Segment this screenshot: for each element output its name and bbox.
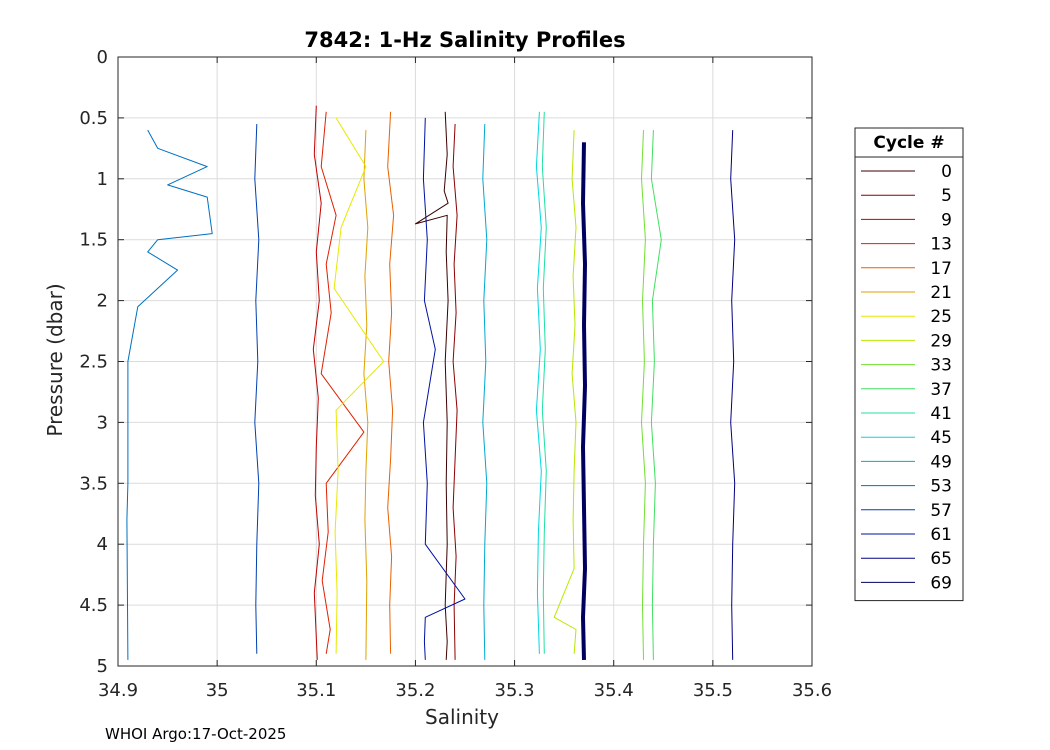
legend-entry-label: 49: [930, 452, 952, 472]
series-line-cycle-49: [482, 123, 488, 660]
series-line-cycle-69: [581, 142, 587, 660]
series-line-cycle-45: [535, 111, 542, 654]
y-tick-label: 2: [97, 291, 108, 312]
legend-entry-label: 29: [930, 331, 952, 351]
y-tick-label: 1: [97, 169, 108, 190]
legend-entry-label: 0: [941, 162, 952, 182]
legend-entry-label: 33: [930, 356, 952, 376]
series-line-cycle-25: [333, 117, 385, 654]
legend-entry-label: 25: [930, 307, 952, 327]
legend-entry-label: 9: [941, 210, 952, 230]
y-tick-label: 3: [97, 412, 108, 433]
x-tick-label: 35.5: [693, 680, 733, 701]
series-line-cycle-5: [452, 123, 458, 660]
series-line-cycle-53: [126, 129, 213, 660]
y-axis-label: Pressure (dbar): [43, 283, 67, 436]
legend-entry-label: 5: [941, 186, 952, 206]
legend-title: Cycle #: [873, 133, 944, 153]
data-series: [126, 105, 736, 660]
legend-entry-label: 57: [930, 501, 952, 521]
legend-entry-label: 37: [930, 380, 952, 400]
x-axis-label: Salinity: [425, 705, 499, 729]
y-tick-label: 2.5: [79, 352, 108, 373]
x-tick-label: 35.3: [495, 680, 535, 701]
y-axis-ticks: 0 0.5 1 1.5 2 2.5 3 3.5 4 4.5 5: [79, 47, 812, 677]
legend-entry-label: 41: [930, 404, 952, 424]
series-line-cycle-0: [414, 111, 449, 660]
series-line-cycle-21: [363, 130, 369, 660]
series-line-cycle-9: [312, 105, 322, 660]
series-line-cycle-41: [541, 111, 547, 654]
y-tick-label: 0: [97, 47, 108, 68]
series-line-cycle-29: [553, 130, 577, 654]
series-line-cycle-37: [650, 130, 662, 660]
legend-entry-label: 21: [930, 283, 952, 303]
y-tick-label: 4.5: [79, 595, 108, 616]
legend-entry-label: 61: [930, 525, 952, 545]
series-line-cycle-13: [320, 111, 365, 654]
y-tick-label: 5: [97, 656, 108, 677]
legend: Cycle # 0 5 9 13 17 21 25 29 33 37 41 45 49 53 57 61 65 69: [854, 127, 964, 602]
legend-entry-label: 13: [930, 235, 952, 255]
footer-credit: WHOI Argo:17-Oct-2025: [105, 725, 287, 743]
series-line-cycle-17: [387, 111, 395, 654]
x-tick-label: 35.1: [296, 680, 336, 701]
y-tick-label: 3.5: [79, 473, 108, 494]
x-axis-ticks: 34.9 35 35.1 35.2 35.3 35.4 35.5 35.6: [98, 57, 832, 701]
legend-entry-label: 53: [930, 477, 952, 497]
legend-entry-label: 17: [930, 259, 952, 279]
y-tick-label: 1.5: [79, 230, 108, 251]
legend-entry-label: 65: [930, 549, 952, 569]
x-tick-label: 35: [206, 680, 229, 701]
series-line-cycle-65: [730, 130, 736, 660]
series-line-cycle-57: [254, 123, 260, 654]
series-line-cycle-61: [422, 117, 466, 660]
x-tick-label: 35.2: [395, 680, 435, 701]
x-tick-label: 35.6: [792, 680, 832, 701]
x-tick-label: 34.9: [98, 680, 138, 701]
legend-entry-label: 69: [930, 573, 952, 593]
y-tick-label: 0.5: [79, 108, 108, 129]
y-tick-label: 4: [97, 534, 108, 555]
chart-title: 7842: 1-Hz Salinity Profiles: [304, 28, 625, 52]
legend-entry-label: 45: [930, 428, 952, 448]
x-tick-label: 35.4: [594, 680, 634, 701]
series-line-cycle-33: [641, 130, 646, 660]
grid-lines: [118, 57, 812, 666]
